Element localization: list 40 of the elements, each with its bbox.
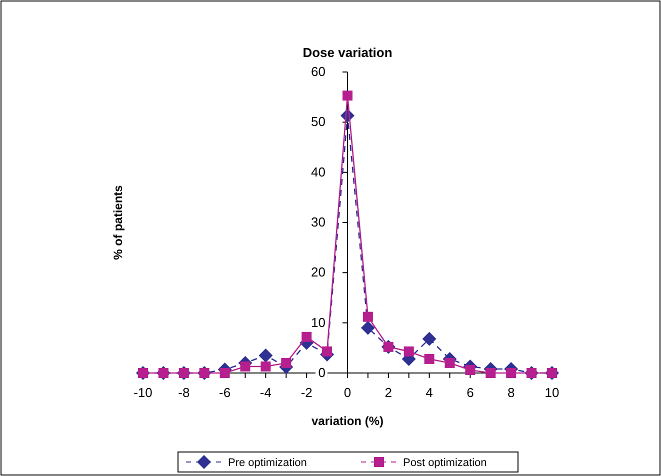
x-tick-label: -8	[178, 385, 190, 400]
point	[322, 346, 332, 356]
y-tick-label: 40	[311, 164, 326, 180]
point	[281, 358, 292, 368]
y-axis-title: % of patients	[111, 184, 125, 260]
point	[422, 332, 436, 346]
point	[362, 312, 373, 322]
x-tick-label: 8	[507, 385, 515, 400]
point	[260, 361, 271, 372]
y-tick-label: 60	[311, 64, 326, 79]
x-tick-label: 6	[466, 385, 474, 400]
y-tick-label: 20	[311, 264, 326, 280]
point	[342, 90, 352, 101]
point	[240, 361, 250, 372]
chart-title: Dose variation	[302, 45, 392, 60]
point	[360, 320, 375, 335]
x-tick-label: 10	[544, 385, 560, 400]
y-tick-label: 10	[311, 314, 326, 330]
x-axis-title: variation (%)	[311, 414, 384, 428]
point	[220, 368, 230, 378]
x-tick-label: -2	[300, 385, 312, 400]
legend-label: Post optimization	[403, 457, 487, 469]
x-tick-label: 2	[384, 385, 392, 400]
x-tick-label: 0	[344, 385, 352, 400]
y-tick-label: 50	[311, 114, 326, 130]
x-tick-label: -10	[134, 385, 152, 400]
point	[404, 346, 414, 356]
x-tick-label: -6	[219, 385, 231, 400]
y-tick-label: 30	[311, 214, 326, 230]
x-tick-label: -4	[260, 385, 272, 400]
point	[424, 354, 434, 364]
point	[486, 368, 496, 378]
point	[258, 348, 273, 362]
legend-label: Pre optimization	[228, 457, 307, 469]
point	[506, 368, 516, 378]
point	[444, 358, 455, 368]
point	[465, 364, 476, 375]
x-tick-label: 4	[426, 385, 433, 400]
point	[302, 332, 312, 342]
y-tick-label: 0	[318, 365, 326, 380]
